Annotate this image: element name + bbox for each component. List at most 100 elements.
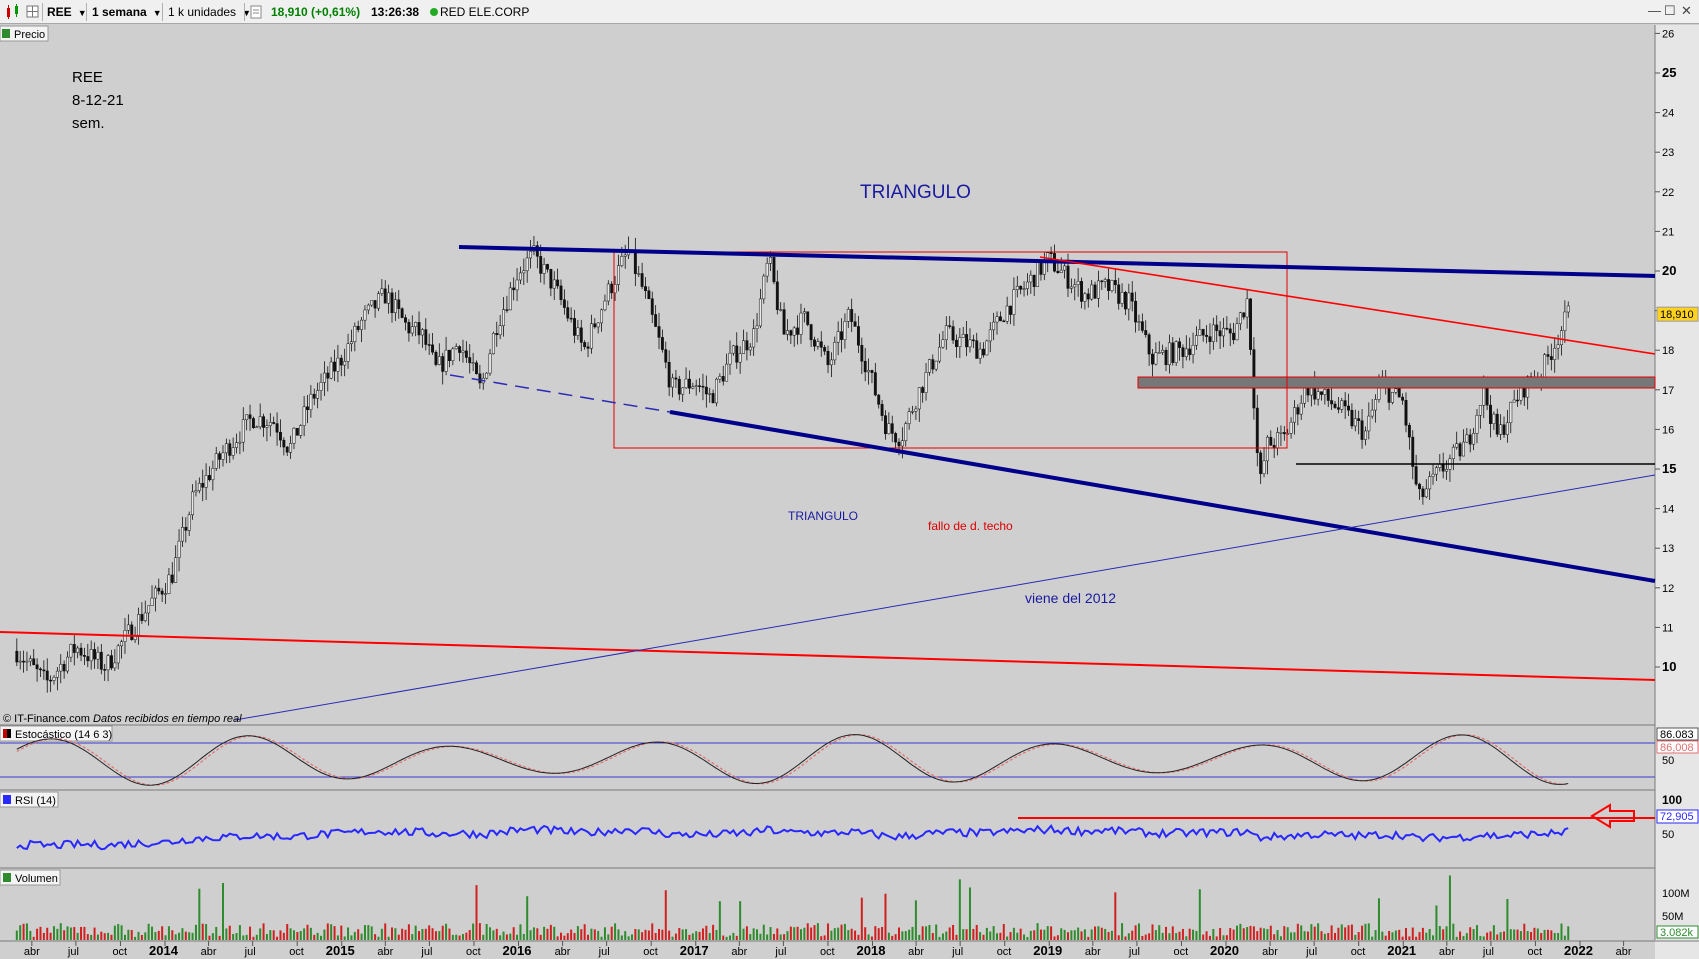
x-axis-label: 2022 <box>1564 943 1593 958</box>
volume-bar <box>830 930 833 940</box>
x-axis-label: abr <box>1262 946 1278 958</box>
candle-body <box>1238 312 1242 325</box>
volume-bar <box>428 925 431 940</box>
close-icon[interactable]: ✕ <box>1681 3 1692 18</box>
volume-bar <box>854 930 857 940</box>
volume-bar <box>1026 936 1029 940</box>
volume-bar <box>25 923 28 940</box>
volume-bar <box>762 924 765 940</box>
candle-body <box>96 651 100 660</box>
volume-bar <box>1330 925 1333 940</box>
volume-bar <box>1465 933 1468 940</box>
chart-area[interactable]: Precio Estocástico (14 6 3) RSI (14) Vol… <box>0 25 1699 959</box>
volume-bar <box>1317 923 1320 940</box>
volume-bar <box>52 926 55 940</box>
volume-bar <box>607 934 610 940</box>
x-axis-label: 2021 <box>1387 943 1416 958</box>
volume-bar <box>1411 927 1414 940</box>
volume-bar <box>1168 933 1171 940</box>
volume-bar <box>975 924 978 940</box>
candle-body <box>576 327 580 336</box>
candle-body <box>461 350 465 353</box>
candle-body <box>589 323 593 349</box>
volume-bar <box>728 935 731 940</box>
candle-body <box>204 475 208 488</box>
volume-bar <box>390 927 393 940</box>
chart-type-icon[interactable] <box>4 3 22 21</box>
volume-bar <box>1263 928 1266 940</box>
stoch-d-label: 86,008 <box>1660 742 1694 754</box>
volume-bar <box>519 924 522 940</box>
grid-icon[interactable] <box>26 3 40 21</box>
candle-body <box>1025 281 1029 289</box>
volume-bar <box>306 924 309 940</box>
volume-bar <box>1516 929 1519 940</box>
volume-bar <box>658 928 661 940</box>
candle-body <box>1472 433 1476 445</box>
candle-body <box>339 357 343 366</box>
x-axis-label: 2019 <box>1033 943 1062 958</box>
candle-body <box>103 669 107 671</box>
volume-bar <box>1506 898 1509 940</box>
volume-bar <box>441 925 444 940</box>
candle-body <box>681 387 685 395</box>
candle-body <box>400 308 404 318</box>
vol-tick-100M: 100M <box>1662 888 1690 900</box>
volume-bar <box>526 896 529 940</box>
volume-bar <box>881 926 884 940</box>
info-icon[interactable] <box>250 3 262 21</box>
candle-body <box>346 343 350 362</box>
minimize-icon[interactable]: — <box>1648 3 1661 18</box>
volume-bar <box>1276 930 1279 940</box>
candle-body <box>1424 488 1428 498</box>
volume-bar <box>1438 926 1441 940</box>
timeframe-selector[interactable]: 1 semana ▼ <box>92 5 162 19</box>
volume-bar <box>1567 926 1570 940</box>
candle-body <box>126 624 130 631</box>
volume-bar <box>546 928 549 940</box>
candle-body <box>390 292 394 314</box>
maximize-icon[interactable]: ☐ <box>1664 3 1676 18</box>
candle-body <box>958 337 962 347</box>
candle-body <box>147 605 151 614</box>
candle-body <box>836 331 840 343</box>
volume-bar <box>688 934 691 940</box>
volume-bar <box>1192 929 1195 940</box>
volume-bar <box>1134 925 1137 940</box>
candle-body <box>650 298 654 315</box>
candle-body <box>502 309 505 326</box>
candle-body <box>748 346 752 351</box>
volume-bar <box>1496 934 1499 940</box>
candle-body <box>850 309 854 322</box>
candle-body <box>772 257 776 283</box>
volume-bar <box>309 927 312 940</box>
volume-bar <box>634 929 637 940</box>
volume-bar <box>1546 929 1549 940</box>
volume-bar <box>15 930 18 940</box>
candle-body <box>1458 443 1462 457</box>
volume-bar <box>1239 923 1242 940</box>
candle-body <box>586 346 590 349</box>
candle-body <box>1130 292 1134 302</box>
volume-bar <box>894 934 897 940</box>
candle-body <box>1276 432 1280 449</box>
symbol-selector[interactable]: REE ▼ <box>47 5 87 19</box>
volume-bar <box>1023 934 1026 940</box>
candle-body <box>846 309 850 322</box>
candle-body <box>762 275 766 300</box>
price-tick: 15 <box>1662 461 1676 476</box>
candle-body <box>975 340 979 359</box>
volume-bar <box>1195 930 1198 940</box>
candle-body <box>826 350 830 366</box>
units-selector[interactable]: 1 k unidades ▼ <box>168 5 251 19</box>
volume-bar <box>276 936 279 940</box>
volume-bar <box>188 932 191 940</box>
volume-bar <box>289 928 292 940</box>
volume-bar <box>90 934 93 940</box>
candle-body <box>1289 421 1293 434</box>
volume-bar <box>549 924 552 940</box>
candle-body <box>464 350 468 358</box>
candle-body <box>546 264 549 270</box>
volume-bar <box>651 923 654 940</box>
volume-bar <box>776 928 779 940</box>
